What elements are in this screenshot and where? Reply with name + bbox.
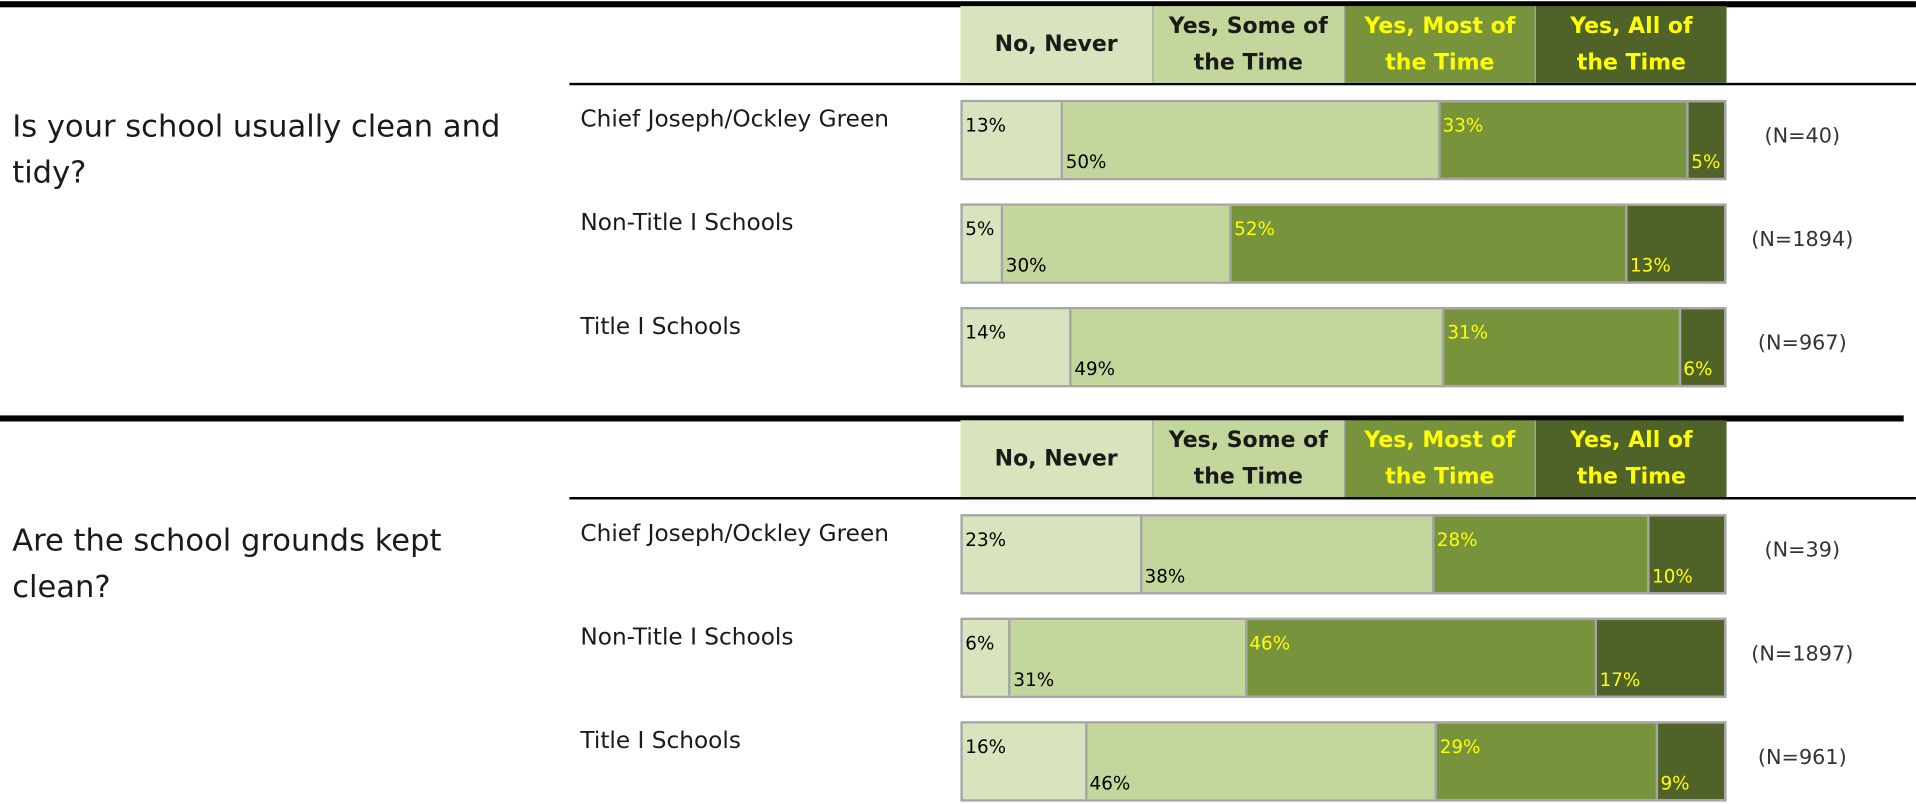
n-label: (N=967) xyxy=(1757,331,1847,356)
row-label: Title I Schools xyxy=(580,313,741,340)
value-label: 52% xyxy=(1234,218,1275,240)
value-label: 23% xyxy=(965,528,1007,551)
value-label: 38% xyxy=(1144,565,1186,588)
value-label: 46% xyxy=(1089,772,1131,795)
legend-entry: No, Never xyxy=(960,6,1152,83)
legend-entry: Yes, All of the Time xyxy=(1535,6,1727,83)
row-label: Non-Title I Schools xyxy=(580,623,794,651)
value-label: 17% xyxy=(1599,668,1641,691)
value-label: 29% xyxy=(1439,735,1481,758)
n-label: (N=39) xyxy=(1764,538,1841,563)
n-label: (N=40) xyxy=(1764,124,1841,149)
value-label: 14% xyxy=(965,321,1007,344)
bar-segment: 16% xyxy=(962,723,1085,800)
bar-segment: 6% xyxy=(962,620,1009,696)
bar-segment: 31% xyxy=(1008,620,1245,696)
legend-entry: Yes, Most of the Time xyxy=(1343,420,1536,498)
bar-segment: 5% xyxy=(1686,102,1725,178)
legend-entry: No, Never xyxy=(960,420,1152,498)
value-label: 13% xyxy=(965,114,1007,137)
value-label: 13% xyxy=(1630,254,1671,277)
value-label: 5% xyxy=(1691,151,1721,173)
bar: 6% 31% 46% 17% xyxy=(960,617,1727,699)
value-label: 46% xyxy=(1249,632,1291,655)
bar: 13% 50% 33% 5% xyxy=(960,99,1727,181)
bar-segment: 46% xyxy=(1244,620,1595,696)
value-label: 6% xyxy=(1683,358,1713,381)
bar-segment: 13% xyxy=(962,102,1061,178)
row-label: Chief Joseph/Ockley Green xyxy=(580,105,889,133)
question: Is your school usually clean and tidy? xyxy=(12,108,501,191)
row-label: Title I Schools xyxy=(580,727,741,755)
value-label: 9% xyxy=(1660,772,1690,795)
panel-rule xyxy=(0,415,1904,422)
legend-entry: Yes, All of the Time xyxy=(1535,420,1727,498)
bar-segment: 33% xyxy=(1437,102,1687,178)
bar-segment: 10% xyxy=(1647,516,1725,593)
n-label: (N=1894) xyxy=(1751,227,1854,253)
question: Are the school grounds kept clean? xyxy=(12,522,442,605)
value-label: 31% xyxy=(1013,668,1055,691)
bar-segment: 30% xyxy=(1000,205,1230,282)
value-label: 10% xyxy=(1652,565,1693,588)
header-rule xyxy=(569,82,1916,86)
bar-segment: 17% xyxy=(1594,620,1725,696)
bar: 16% 46% 29% 9% xyxy=(960,721,1727,802)
bar-segment: 13% xyxy=(1625,205,1725,282)
bar-segment: 5% xyxy=(962,205,1001,282)
legend-entry: Yes, Some of the Time xyxy=(1151,420,1344,498)
n-label: (N=961) xyxy=(1757,745,1847,770)
value-label: 5% xyxy=(965,218,995,240)
value-label: 49% xyxy=(1074,358,1116,381)
row-label: Chief Joseph/Ockley Green xyxy=(580,520,889,547)
panel-rule xyxy=(0,1,1916,8)
bar-segment: 14% xyxy=(962,309,1070,385)
legend-entry: Yes, Most of the Time xyxy=(1343,6,1536,83)
value-label: 6% xyxy=(965,632,995,655)
legend-entry: Yes, Some of the Time xyxy=(1151,6,1344,83)
value-label: 16% xyxy=(965,735,1007,758)
row-label: Non-Title I Schools xyxy=(580,209,794,237)
bar-segment: 6% xyxy=(1678,309,1725,385)
header-rule xyxy=(569,497,1916,500)
bar-segment: 46% xyxy=(1084,723,1435,800)
value-label: 31% xyxy=(1447,321,1489,344)
bar-segment: 38% xyxy=(1139,516,1432,593)
bar: 14% 49% 31% 6% xyxy=(960,306,1727,388)
value-label: 30% xyxy=(1005,254,1047,277)
bar-segment: 52% xyxy=(1229,205,1626,282)
value-label: 33% xyxy=(1442,114,1484,137)
bar-segment: 49% xyxy=(1069,309,1443,385)
value-label: 50% xyxy=(1065,151,1107,173)
bar-segment: 9% xyxy=(1655,723,1725,800)
bar: 5% 30% 52% 13% xyxy=(960,203,1727,284)
bar-segment: 23% xyxy=(962,516,1140,593)
bar-segment: 29% xyxy=(1434,723,1656,800)
value-label: 28% xyxy=(1436,528,1478,551)
bar-segment: 28% xyxy=(1431,516,1648,593)
bar-segment: 50% xyxy=(1060,102,1438,178)
bar: 23% 38% 28% 10% xyxy=(960,514,1727,595)
n-label: (N=1897) xyxy=(1751,641,1854,667)
bar-segment: 31% xyxy=(1442,309,1679,385)
